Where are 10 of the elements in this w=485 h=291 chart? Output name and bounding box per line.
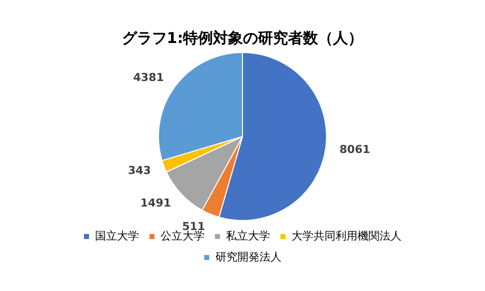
- data-label: 4381: [133, 70, 164, 84]
- data-label: 8061: [340, 143, 370, 156]
- chart-title: グラフ1:特例対象の研究者数（人）: [122, 28, 364, 47]
- data-label: 1491: [140, 196, 172, 210]
- data-label: 343: [128, 164, 151, 178]
- legend-label: 私立大学: [226, 229, 270, 242]
- legend-label: 大学共同利用機関法人: [292, 229, 402, 242]
- legend-label: 公立大学: [160, 229, 204, 242]
- legend-label: 国立大学: [95, 229, 139, 242]
- legend-label: 研究開発法人: [215, 250, 282, 264]
